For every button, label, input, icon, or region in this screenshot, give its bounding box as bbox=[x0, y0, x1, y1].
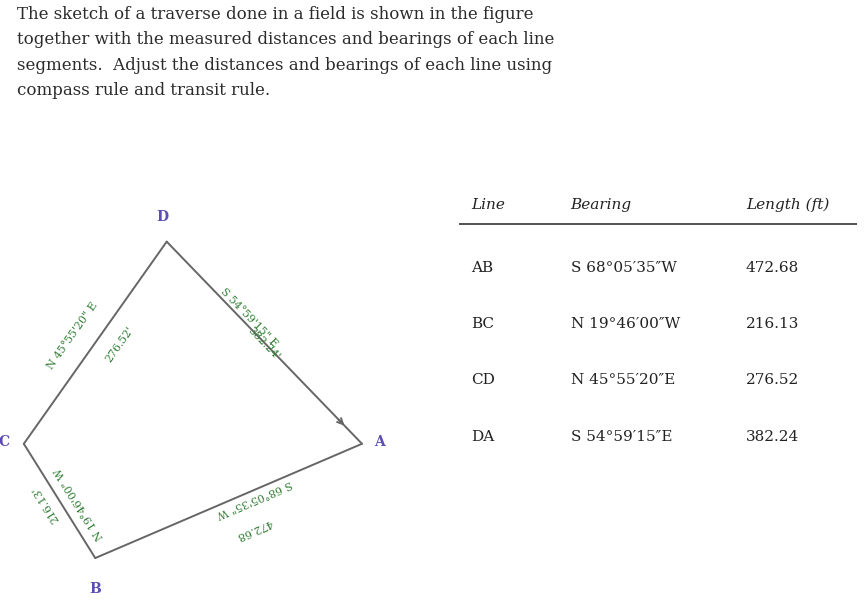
Text: 276.52': 276.52' bbox=[104, 324, 136, 364]
Text: 276.52: 276.52 bbox=[746, 373, 799, 387]
Text: 472.68: 472.68 bbox=[235, 518, 274, 542]
Text: Length (ft): Length (ft) bbox=[746, 197, 829, 212]
Text: 472.68: 472.68 bbox=[746, 261, 799, 275]
Text: DA: DA bbox=[471, 430, 494, 444]
Text: C: C bbox=[0, 435, 10, 448]
Text: S 54°59′15″E: S 54°59′15″E bbox=[571, 430, 672, 444]
Text: A: A bbox=[374, 435, 385, 448]
Text: D: D bbox=[156, 210, 168, 224]
Text: CD: CD bbox=[471, 373, 494, 387]
Text: S 68°05′35″W: S 68°05′35″W bbox=[571, 261, 676, 275]
Text: Line: Line bbox=[471, 198, 505, 212]
Text: S 68°05'35" W: S 68°05'35" W bbox=[216, 479, 294, 520]
Text: N 19°46′00″W: N 19°46′00″W bbox=[571, 317, 680, 331]
Text: AB: AB bbox=[471, 261, 493, 275]
Text: The sketch of a traverse done in a field is shown in the figure
together with th: The sketch of a traverse done in a field… bbox=[17, 6, 555, 99]
Text: N 45°55′20″E: N 45°55′20″E bbox=[571, 373, 675, 387]
Text: 216.13: 216.13 bbox=[746, 317, 799, 331]
Text: BC: BC bbox=[471, 317, 494, 331]
Text: 382.24: 382.24 bbox=[746, 430, 799, 444]
Text: N 19°46'00" W: N 19°46'00" W bbox=[53, 466, 106, 541]
Text: N 45°55'20" E: N 45°55'20" E bbox=[45, 300, 100, 371]
Text: 382.24': 382.24' bbox=[245, 325, 281, 362]
Text: S 54°59'15" E: S 54°59'15" E bbox=[218, 286, 280, 349]
Text: 216.13': 216.13' bbox=[30, 483, 61, 524]
Text: Bearing: Bearing bbox=[571, 198, 631, 212]
Text: B: B bbox=[89, 582, 101, 596]
